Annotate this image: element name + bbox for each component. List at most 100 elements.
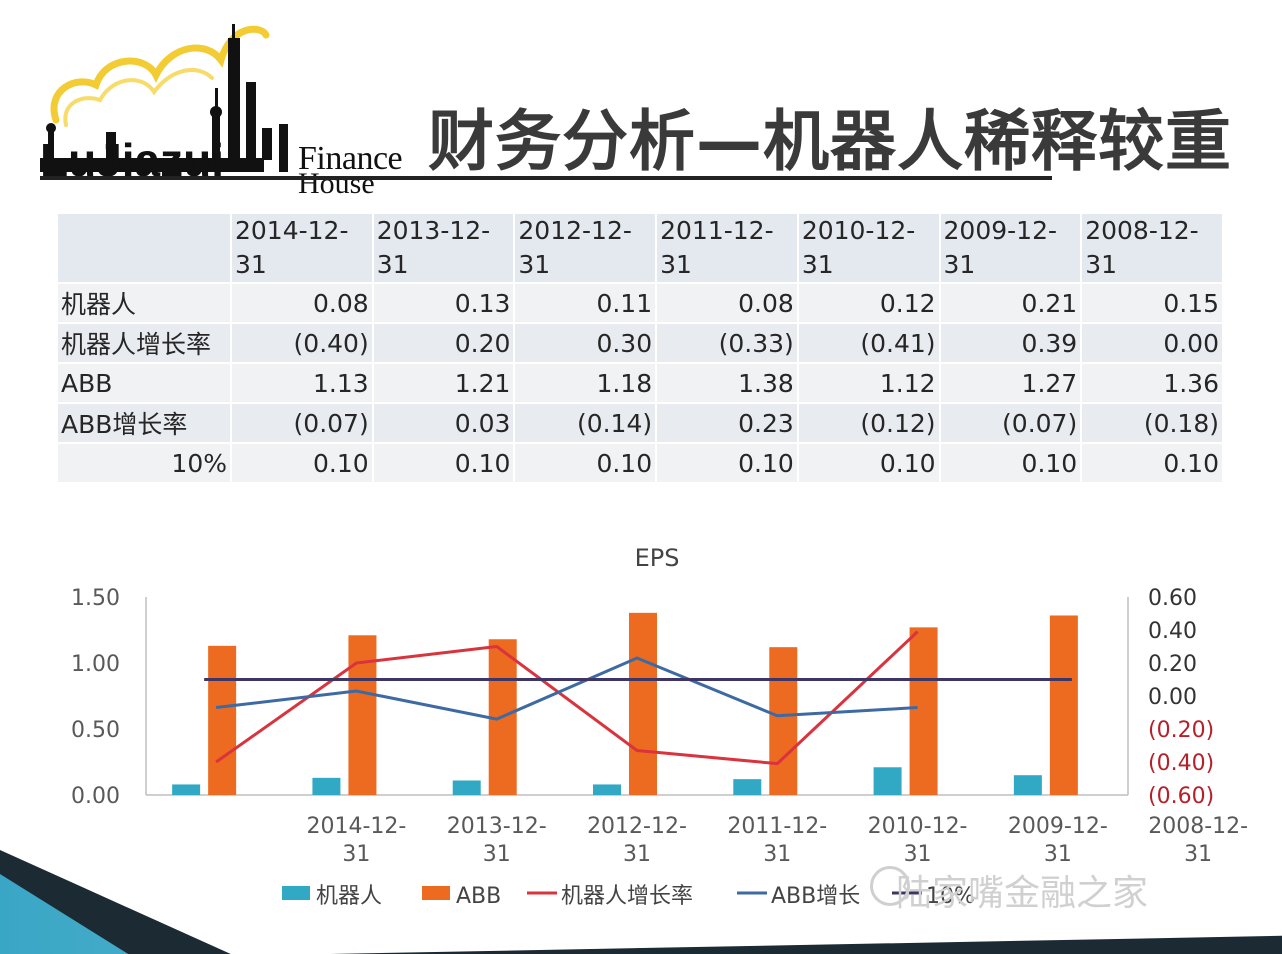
bar-abb xyxy=(208,645,237,795)
table-column-header: 2014-12- 31 xyxy=(232,214,372,282)
table-cell: 1.27 xyxy=(940,364,1081,402)
x-tick-label: 31 xyxy=(342,842,370,867)
eps-chart: EPS 1.50 1.00 0.50 0.00 0.60 0.40 0.20 0.00 (0.20… xyxy=(71,544,1248,909)
table-column-header: 2008-12- 31 xyxy=(1082,214,1222,282)
table-row: 机器人 0.08 0.13 0.11 0.08 0.12 0.21 0.15 xyxy=(58,284,1222,322)
bar-abb xyxy=(1049,615,1078,795)
bar-robot xyxy=(452,780,481,795)
chart-title: EPS xyxy=(635,544,680,572)
table-cell: 1.18 xyxy=(515,364,656,402)
watermark: 陆家嘴金融之家 xyxy=(896,873,1149,914)
table-column-header: 2010-12- 31 xyxy=(798,214,939,282)
column-header-line: 2013-12- xyxy=(376,216,491,245)
bar-robot xyxy=(733,779,762,795)
table-cell: (0.40) xyxy=(232,324,372,362)
row-label: 机器人 xyxy=(58,284,230,322)
table-cell: 0.30 xyxy=(515,324,656,362)
y-right-tick-label: (0.20) xyxy=(1148,718,1214,743)
table-cell: (0.12) xyxy=(798,404,939,442)
legend-label: 10% xyxy=(926,884,975,909)
column-header-line: 2010-12- xyxy=(801,216,916,245)
column-header-line: 31 xyxy=(801,250,834,279)
y-right-tick-label: 0.40 xyxy=(1148,619,1197,644)
column-header-line: 31 xyxy=(943,250,976,279)
table-cell: 0.10 xyxy=(232,444,372,482)
column-header-line: 31 xyxy=(1085,250,1118,279)
lujiazui-logo: LuJiazui Finance House xyxy=(36,20,406,200)
row-label: 10% xyxy=(58,444,230,482)
table-cell: 0.08 xyxy=(657,284,797,322)
bar-robot xyxy=(593,784,621,795)
bar-robot xyxy=(1013,775,1042,795)
table-cell: (0.14) xyxy=(515,404,656,442)
table-column-header: 2011-12- 31 xyxy=(657,214,797,282)
y-left-tick-label: 1.00 xyxy=(71,652,120,677)
table-cell: 0.15 xyxy=(1082,284,1222,322)
wechat-icon xyxy=(870,866,910,906)
table-cell: (0.07) xyxy=(232,404,372,442)
table-cell: 0.11 xyxy=(515,284,656,322)
column-header-line: 2012-12- xyxy=(518,216,632,245)
table-cell: 0.08 xyxy=(232,284,372,322)
table-cell: 0.10 xyxy=(1082,444,1222,482)
line-series-abb-growth xyxy=(215,656,918,721)
table-cell: 1.36 xyxy=(1082,364,1222,402)
legend-swatch xyxy=(422,886,450,900)
x-tick-label: 31 xyxy=(1044,842,1072,867)
x-tick-label: 2013-12- xyxy=(447,814,547,839)
table-cell: (0.41) xyxy=(798,324,939,362)
bar-abb xyxy=(629,612,657,795)
title-rule xyxy=(40,176,1052,180)
y-right-tick-label: (0.40) xyxy=(1148,751,1214,776)
column-header-line: 2014-12- xyxy=(235,216,349,245)
table-cell: (0.18) xyxy=(1082,404,1222,442)
x-tick-label: 31 xyxy=(1184,842,1212,867)
table-cell: (0.33) xyxy=(657,324,797,362)
table-column-header: 2009-12- 31 xyxy=(940,214,1081,282)
x-tick-label: 2008-12- xyxy=(1148,814,1248,839)
table-header-row: 2014-12- 31 2013-12- 31 2012-12- 31 2011-12- 31… xyxy=(58,214,1222,282)
column-header-line: 2011-12- xyxy=(660,216,774,245)
row-label: 机器人增长率 xyxy=(58,324,230,362)
x-tick-label: 31 xyxy=(763,842,791,867)
x-tick-label: 2009-12- xyxy=(1008,814,1108,839)
table-cell: 0.10 xyxy=(373,444,514,482)
bar-robot xyxy=(312,777,341,795)
legend-label: 机器人 xyxy=(316,884,382,909)
bar-robot xyxy=(172,784,201,795)
y-right-tick-label: (0.60) xyxy=(1148,784,1214,809)
table-corner-cell xyxy=(58,214,230,282)
table-cell: 0.10 xyxy=(940,444,1081,482)
table-cell: 0.21 xyxy=(940,284,1081,322)
y-right-tick-label: 0.00 xyxy=(1148,685,1197,710)
y-left-tick-label: 0.00 xyxy=(71,784,120,809)
table-cell: 0.13 xyxy=(373,284,514,322)
table-row: ABB 1.13 1.21 1.18 1.38 1.12 1.27 1.36 xyxy=(58,364,1222,402)
table-cell: 0.03 xyxy=(373,404,514,442)
bar-abb xyxy=(769,647,798,795)
row-label: ABB xyxy=(58,364,230,402)
eps-table: 2014-12- 31 2013-12- 31 2012-12- 31 2011-12- 31… xyxy=(56,212,1224,484)
legend-label: 机器人增长率 xyxy=(561,884,693,909)
row-label: ABB增长率 xyxy=(58,404,230,442)
y-right-tick-label: 0.20 xyxy=(1148,652,1197,677)
x-tick-label: 31 xyxy=(623,842,651,867)
x-tick-label: 2014-12- xyxy=(306,814,406,839)
table-cell: 1.13 xyxy=(232,364,372,402)
table-cell: 1.38 xyxy=(657,364,797,402)
line-series-robot-growth xyxy=(215,630,919,766)
legend-label: ABB增长 xyxy=(771,884,860,909)
x-tick-label: 2012-12- xyxy=(587,814,687,839)
column-header-line: 2008-12- xyxy=(1085,216,1199,245)
table-cell: 1.21 xyxy=(373,364,514,402)
bottom-strip xyxy=(330,935,1282,954)
table-cell: 0.23 xyxy=(657,404,797,442)
table-column-header: 2013-12- 31 xyxy=(373,214,514,282)
table-cell: 0.00 xyxy=(1082,324,1222,362)
legend-label: ABB xyxy=(456,884,501,909)
column-header-line: 31 xyxy=(660,250,692,279)
x-tick-label: 2010-12- xyxy=(868,814,968,839)
logo-house-text: House xyxy=(298,167,375,200)
table-row: 10% 0.10 0.10 0.10 0.10 0.10 0.10 0.10 xyxy=(58,444,1222,482)
bar-robot xyxy=(873,767,902,795)
